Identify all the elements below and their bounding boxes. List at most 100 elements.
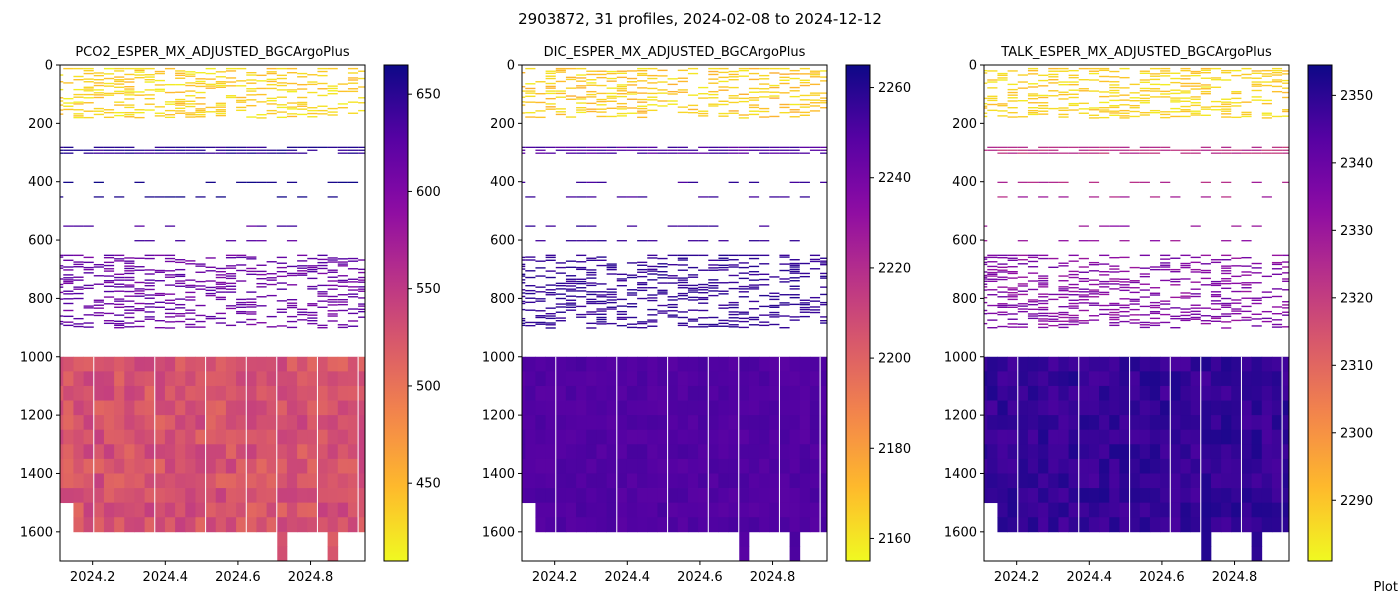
heatmap-line: [637, 87, 648, 89]
heatmap-line: [1221, 152, 1232, 154]
heatmap-line: [63, 309, 74, 312]
heatmap-line: [1129, 115, 1140, 118]
heatmap-line: [60, 298, 64, 300]
heatmap-line: [103, 256, 115, 259]
heatmap-line: [286, 82, 298, 85]
heatmap-line: [205, 270, 216, 272]
heatmap-line: [708, 103, 719, 105]
heatmap-line: [154, 90, 165, 92]
heatmap-line: [1282, 254, 1289, 257]
y-tick-label: 1600: [482, 525, 515, 540]
heatmap-line: [73, 276, 84, 278]
heatmap-line: [1119, 115, 1130, 117]
heatmap-line: [1088, 283, 1100, 286]
heatmap-line: [1027, 149, 1039, 151]
heatmap-cell: [545, 517, 557, 533]
heatmap-cell: [1129, 473, 1141, 489]
heatmap-cell: [1078, 400, 1090, 416]
heatmap-line: [256, 146, 267, 148]
heatmap-cell: [748, 444, 760, 460]
heatmap-cell: [93, 458, 105, 474]
heatmap-line: [637, 98, 648, 101]
heatmap-line: [164, 103, 176, 105]
heatmap-line: [164, 116, 176, 119]
heatmap-line: [124, 106, 135, 109]
heatmap-line: [1129, 83, 1140, 86]
heatmap-line: [565, 295, 577, 297]
heatmap-line: [1261, 291, 1272, 293]
heatmap-cell: [667, 488, 679, 504]
heatmap-line: [1068, 302, 1079, 305]
heatmap-line: [535, 315, 546, 317]
heatmap-cell: [522, 458, 526, 474]
heatmap-cell: [236, 488, 247, 504]
heatmap-line: [1170, 317, 1181, 320]
heatmap-line: [256, 240, 267, 242]
heatmap-cell: [83, 488, 95, 504]
heatmap-cell: [1271, 400, 1283, 416]
heatmap-line: [987, 97, 998, 100]
heatmap-cell: [687, 371, 699, 387]
heatmap-cell: [246, 400, 257, 416]
heatmap-line: [266, 100, 277, 102]
heatmap-line: [637, 107, 648, 110]
heatmap-line: [1068, 254, 1079, 257]
heatmap-line: [144, 297, 155, 299]
heatmap-line: [647, 74, 658, 77]
heatmap-line: [307, 112, 318, 115]
heatmap-cell: [1139, 429, 1151, 445]
heatmap-line: [347, 281, 359, 283]
heatmap-cell: [175, 400, 186, 416]
heatmap-line: [667, 93, 678, 95]
heatmap-line: [63, 321, 74, 323]
heatmap-cell: [317, 400, 329, 416]
heatmap-line: [1119, 112, 1130, 114]
heatmap-line: [1139, 296, 1150, 298]
heatmap-line: [1099, 304, 1110, 307]
heatmap-line: [647, 152, 658, 154]
heatmap-cell: [799, 502, 811, 518]
heatmap-line: [687, 94, 699, 96]
heatmap-cell: [789, 400, 801, 416]
heatmap-line: [144, 97, 155, 100]
heatmap-line: [606, 293, 617, 296]
heatmap-cell: [1170, 502, 1181, 518]
heatmap-line: [236, 306, 247, 308]
heatmap-line: [297, 308, 308, 311]
heatmap-line: [596, 152, 607, 154]
heatmap-cell: [1221, 458, 1232, 474]
heatmap-cell: [657, 415, 669, 431]
heatmap-line: [820, 146, 827, 148]
heatmap-cell: [134, 400, 146, 416]
heatmap-cell: [73, 400, 85, 416]
heatmap-line: [586, 257, 597, 259]
heatmap-line: [134, 71, 145, 73]
heatmap-line: [687, 266, 699, 269]
heatmap-line: [997, 104, 1008, 107]
heatmap-line: [164, 299, 176, 301]
heatmap-line: [63, 282, 74, 285]
heatmap-line: [1038, 280, 1049, 282]
heatmap-line: [1170, 278, 1181, 280]
heatmap-cell: [677, 458, 689, 474]
heatmap-line: [185, 286, 196, 288]
heatmap-cell: [555, 385, 567, 401]
heatmap-line: [535, 146, 546, 148]
heatmap-cell: [1048, 444, 1059, 460]
heatmap-line: [73, 149, 84, 151]
heatmap-line: [1088, 117, 1100, 119]
heatmap-line: [164, 196, 176, 198]
heatmap-line: [327, 181, 338, 184]
heatmap-line: [759, 83, 770, 85]
heatmap-cell: [555, 400, 567, 416]
heatmap-cell: [1190, 429, 1202, 445]
heatmap-cell: [586, 502, 597, 518]
heatmap-cell: [820, 415, 827, 431]
heatmap-cell: [1048, 415, 1059, 431]
heatmap-line: [164, 149, 176, 151]
heatmap-line: [124, 146, 135, 148]
heatmap-line: [522, 273, 526, 276]
heatmap-line: [637, 321, 648, 323]
heatmap-line: [789, 294, 800, 296]
